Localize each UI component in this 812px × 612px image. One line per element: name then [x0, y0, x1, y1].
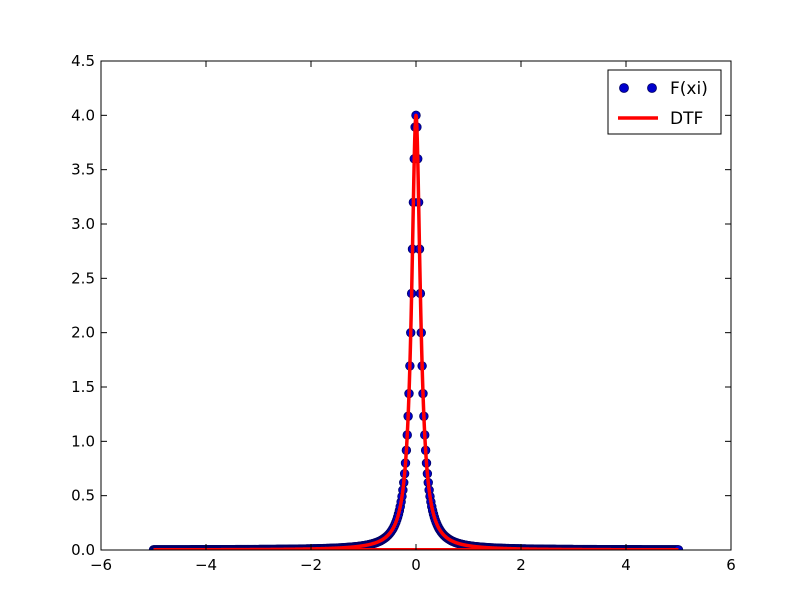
x-tick-label: −4: [195, 556, 217, 574]
y-tick-label: 3.5: [71, 161, 95, 179]
x-tick-label: 4: [621, 556, 631, 574]
legend-marker-fxi-1: [619, 83, 629, 93]
x-tick-label: 6: [726, 556, 736, 574]
legend-box: [607, 69, 722, 135]
y-tick-label: 1.0: [71, 432, 95, 450]
legend: F(xi) DTF: [607, 69, 722, 135]
legend-label-fxi: F(xi): [670, 79, 708, 99]
x-tick-label: −6: [90, 556, 112, 574]
y-tick-label: 4.0: [71, 106, 95, 124]
y-tick-label: 3.0: [71, 215, 95, 233]
ticks-layer: −6 −4 −2 0 2 4 6 0.0 0.5 1.0 1.5 2.0 2.5 3.0 3.5 4.0 4.5: [71, 52, 736, 574]
x-tick-label: 2: [516, 556, 526, 574]
legend-label-dtf: DTF: [670, 109, 703, 129]
y-tick-label: 0.5: [71, 487, 95, 505]
y-tick-label: 2.0: [71, 324, 95, 342]
y-tick-label: 4.5: [71, 52, 95, 70]
plot-area: −6 −4 −2 0 2 4 6 0.0 0.5 1.0 1.5 2.0 2.5 3.0 3.5 4.0 4.5: [71, 52, 736, 574]
y-tick-label: 0.0: [71, 541, 95, 559]
x-tick-label: −2: [300, 556, 322, 574]
x-tick-label: 0: [411, 556, 421, 574]
legend-marker-fxi-2: [647, 83, 657, 93]
y-tick-label: 1.5: [71, 378, 95, 396]
y-tick-label: 2.5: [71, 269, 95, 287]
